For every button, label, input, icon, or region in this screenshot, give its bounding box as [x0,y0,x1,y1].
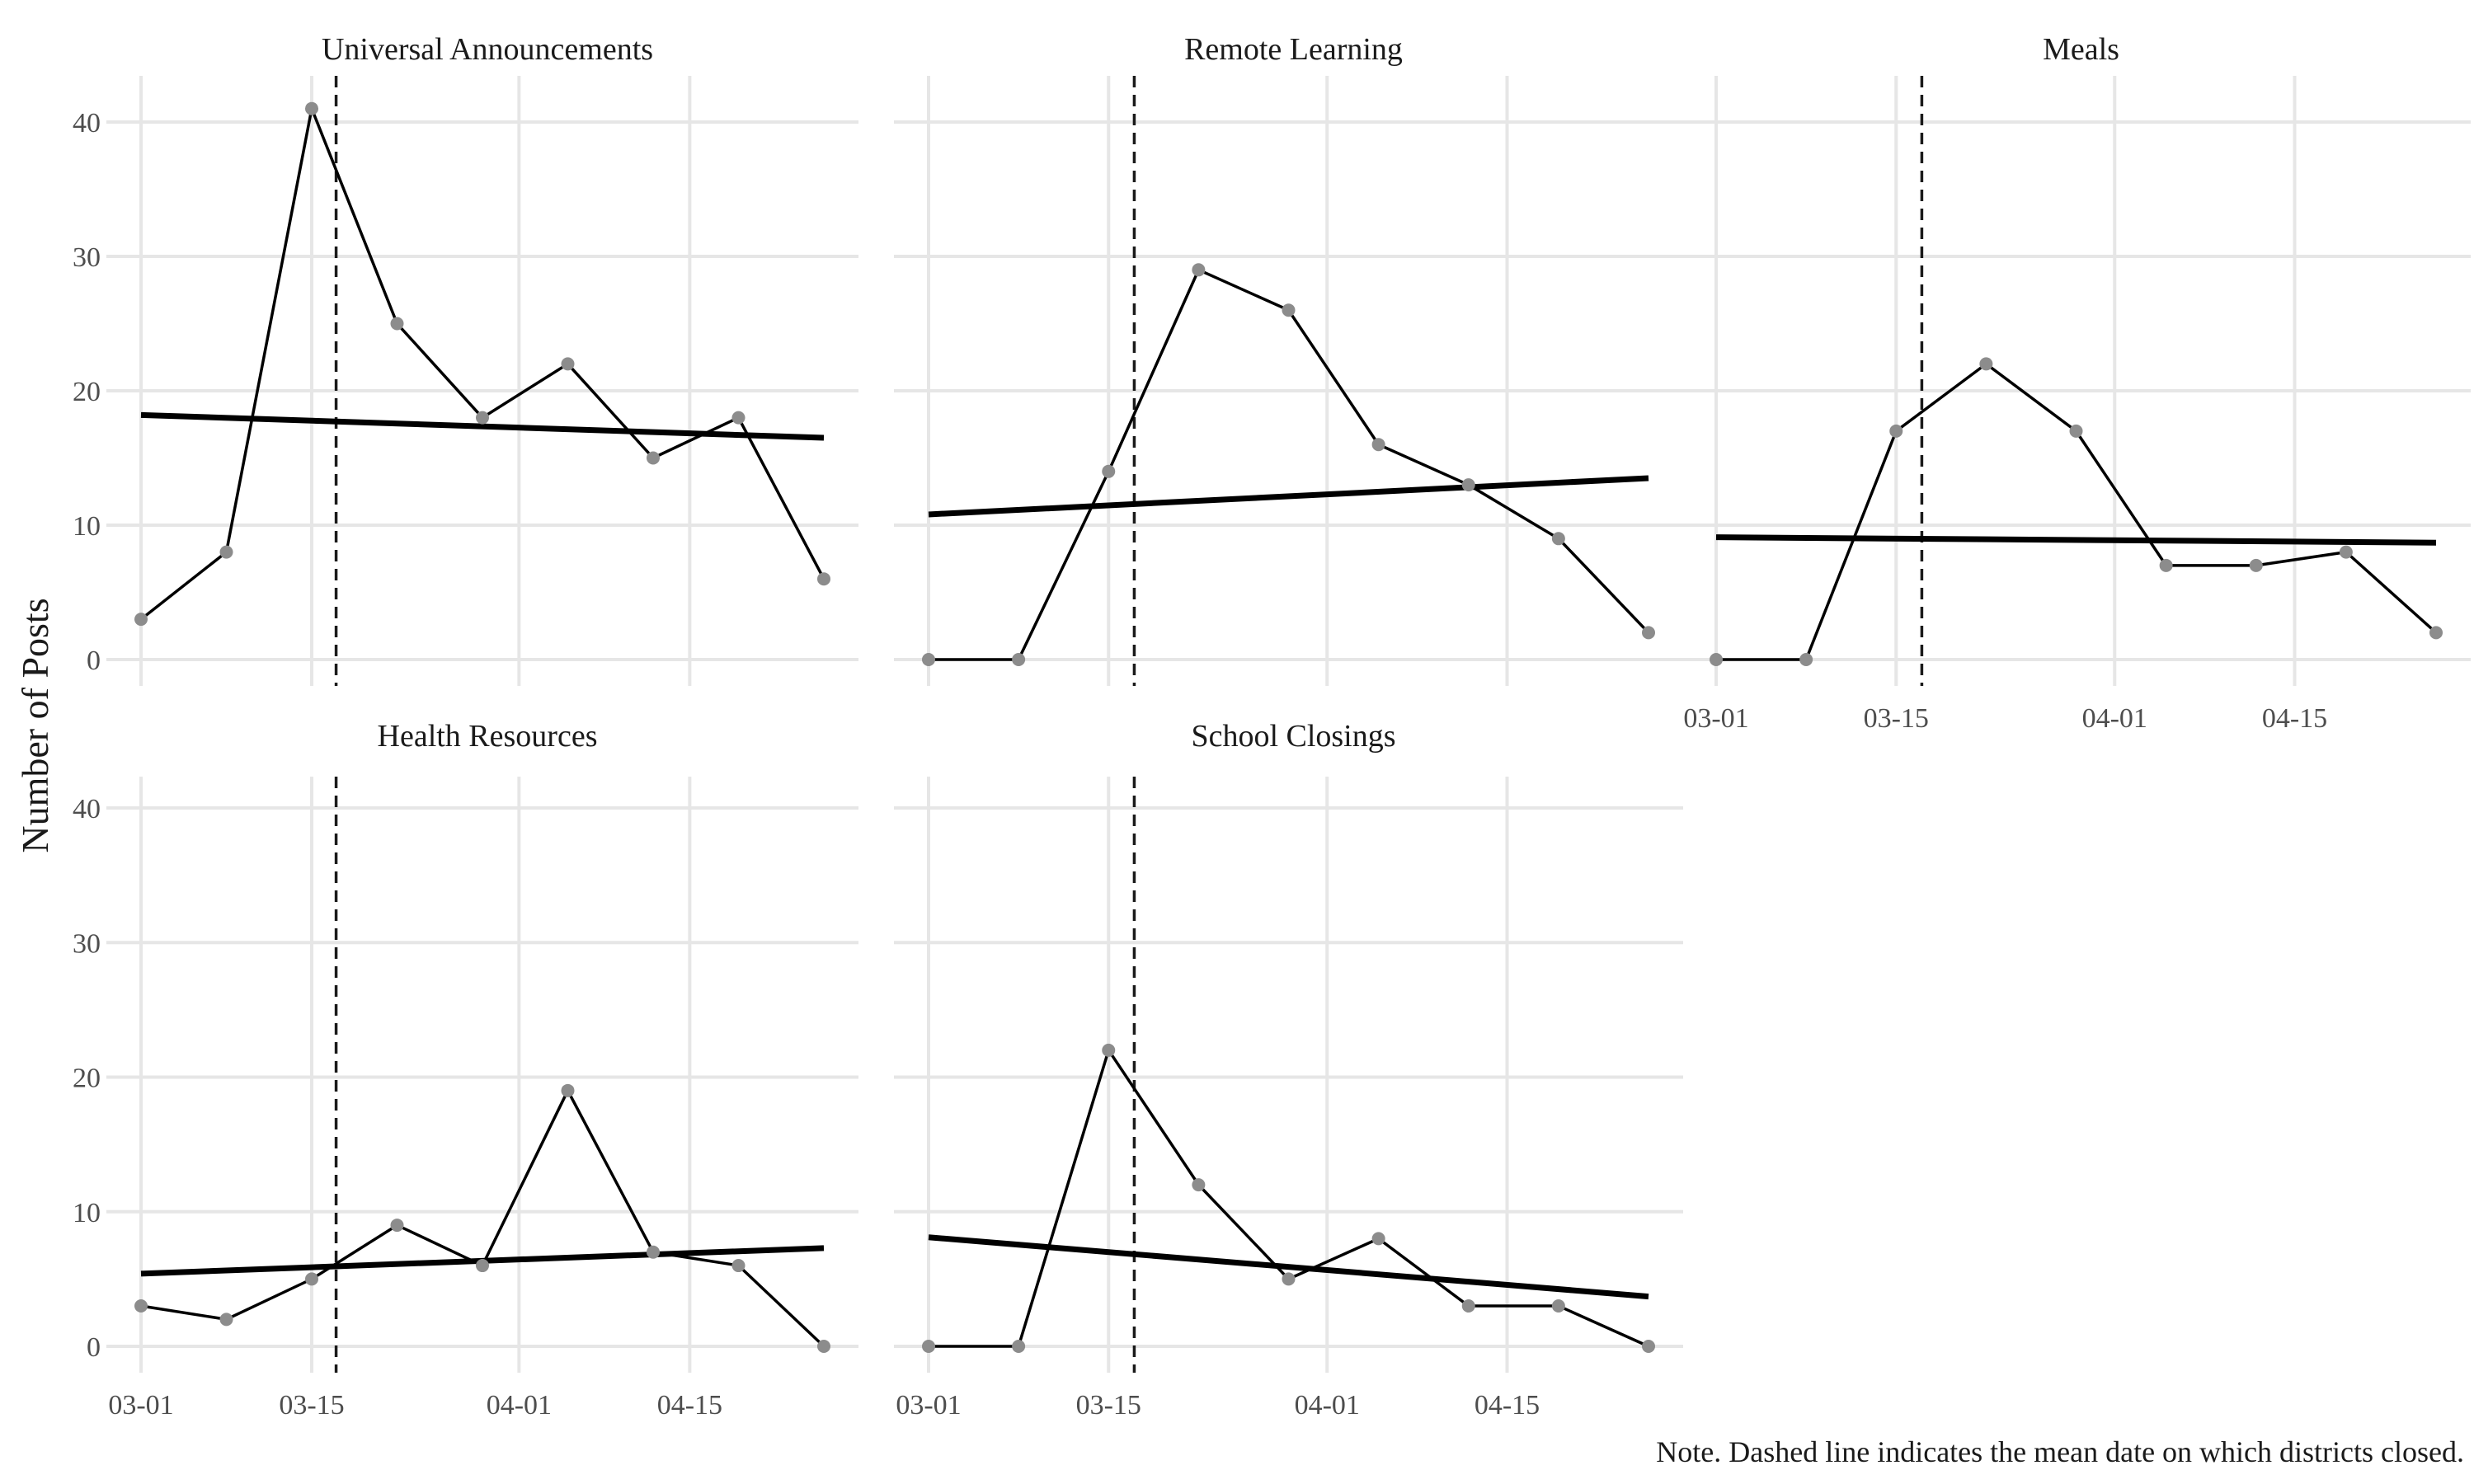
panel-remote-learning: Remote Learning [894,32,1683,686]
data-point [1461,478,1475,492]
data-point [1551,532,1565,546]
data-point [390,1219,404,1233]
data-point [305,1272,318,1286]
data-point [1102,464,1116,478]
panel-title: Remote Learning [1184,32,1403,67]
data-point [219,1313,233,1327]
data-point [1282,303,1296,317]
x-tick-label: 03-01 [896,1390,961,1421]
data-point [134,613,148,627]
data-point [1282,1272,1296,1286]
data-point [1642,1340,1655,1353]
y-tick-label: 40 [73,108,101,139]
data-point [817,572,830,586]
series-line [929,1046,1649,1348]
panel-health-resources: 0 10 20 30 40 03-01 03-15 04-01 04-15 Health Reso… [73,719,858,1421]
panel-universal-announcements: 0 10 20 30 40 Universal Announcements [73,32,858,686]
data-point [1012,653,1026,666]
data-point [731,1259,745,1273]
data-point [2069,424,2083,438]
chart-note: Note. Dashed line indicates the mean dat… [1656,1435,2464,1468]
trend-line [1715,534,2437,546]
data-point [219,545,233,559]
y-tick-label: 30 [73,928,101,959]
panel-title: Health Resources [378,719,598,754]
panel-title: Universal Announcements [322,32,653,67]
data-point [561,1083,575,1097]
data-point [1192,263,1206,277]
x-tick-label: 03-15 [279,1390,344,1421]
data-point [561,357,575,371]
y-axis-label: Number of Posts [14,598,56,852]
x-tick-label: 04-15 [2262,703,2327,734]
data-point [922,1340,935,1353]
data-point [731,411,745,425]
y-tick-label: 40 [73,794,101,824]
data-point [2339,545,2353,559]
data-point [817,1340,830,1353]
series-line [929,267,1650,661]
y-tick-label: 10 [73,1198,101,1228]
x-tick-label: 03-15 [1864,703,1929,734]
data-point [1642,626,1655,640]
data-point [2249,558,2263,572]
x-tick-label: 04-01 [1295,1390,1360,1421]
trend-line [928,475,1649,518]
x-tick-label: 04-15 [1475,1390,1540,1421]
data-point [305,101,318,115]
x-tick-label: 04-01 [2082,703,2147,734]
data-point [1799,653,1813,666]
data-point [134,1299,148,1313]
x-tick-label: 03-15 [1076,1390,1141,1421]
y-tick-label: 30 [73,242,101,273]
series-line [139,103,825,621]
panel-title: Meals [2043,32,2119,67]
y-tick-label: 0 [87,1332,101,1363]
y-tick-label: 0 [87,646,101,676]
y-tick-label: 20 [73,1064,101,1094]
data-point [1371,438,1385,452]
panel-meals: 03-01 03-15 04-01 04-15 Meals [1681,32,2471,734]
series-line [140,1087,825,1348]
series-line [1716,362,2438,661]
x-tick-label: 04-01 [487,1390,552,1421]
x-tick-label: 03-01 [108,1390,173,1421]
data-point [476,411,489,425]
x-tick-label: 03-01 [1683,703,1748,734]
data-point [1192,1178,1206,1192]
data-point [2429,626,2443,640]
data-point [647,451,660,465]
data-point [1979,357,1993,371]
data-point [1889,424,1903,438]
data-point [2159,558,2173,572]
data-point [1012,1340,1026,1353]
data-point [476,1259,489,1273]
panel-title: School Closings [1191,719,1395,754]
data-point [1710,653,1723,666]
data-point [390,317,404,331]
panel-school-closings: 03-01 03-15 04-01 04-15 School Closings [894,719,1683,1421]
trend-line [140,411,825,441]
chart-panels: 0 10 20 30 40 Universal Announcements Remote L… [73,32,2471,1421]
data-point [647,1245,660,1259]
y-tick-label: 20 [73,377,101,407]
data-point [1371,1232,1385,1246]
data-point [1551,1299,1565,1313]
y-tick-label: 10 [73,511,101,542]
data-point [1102,1043,1116,1057]
x-tick-label: 04-15 [657,1390,722,1421]
data-point [922,653,935,666]
data-point [1461,1299,1475,1313]
